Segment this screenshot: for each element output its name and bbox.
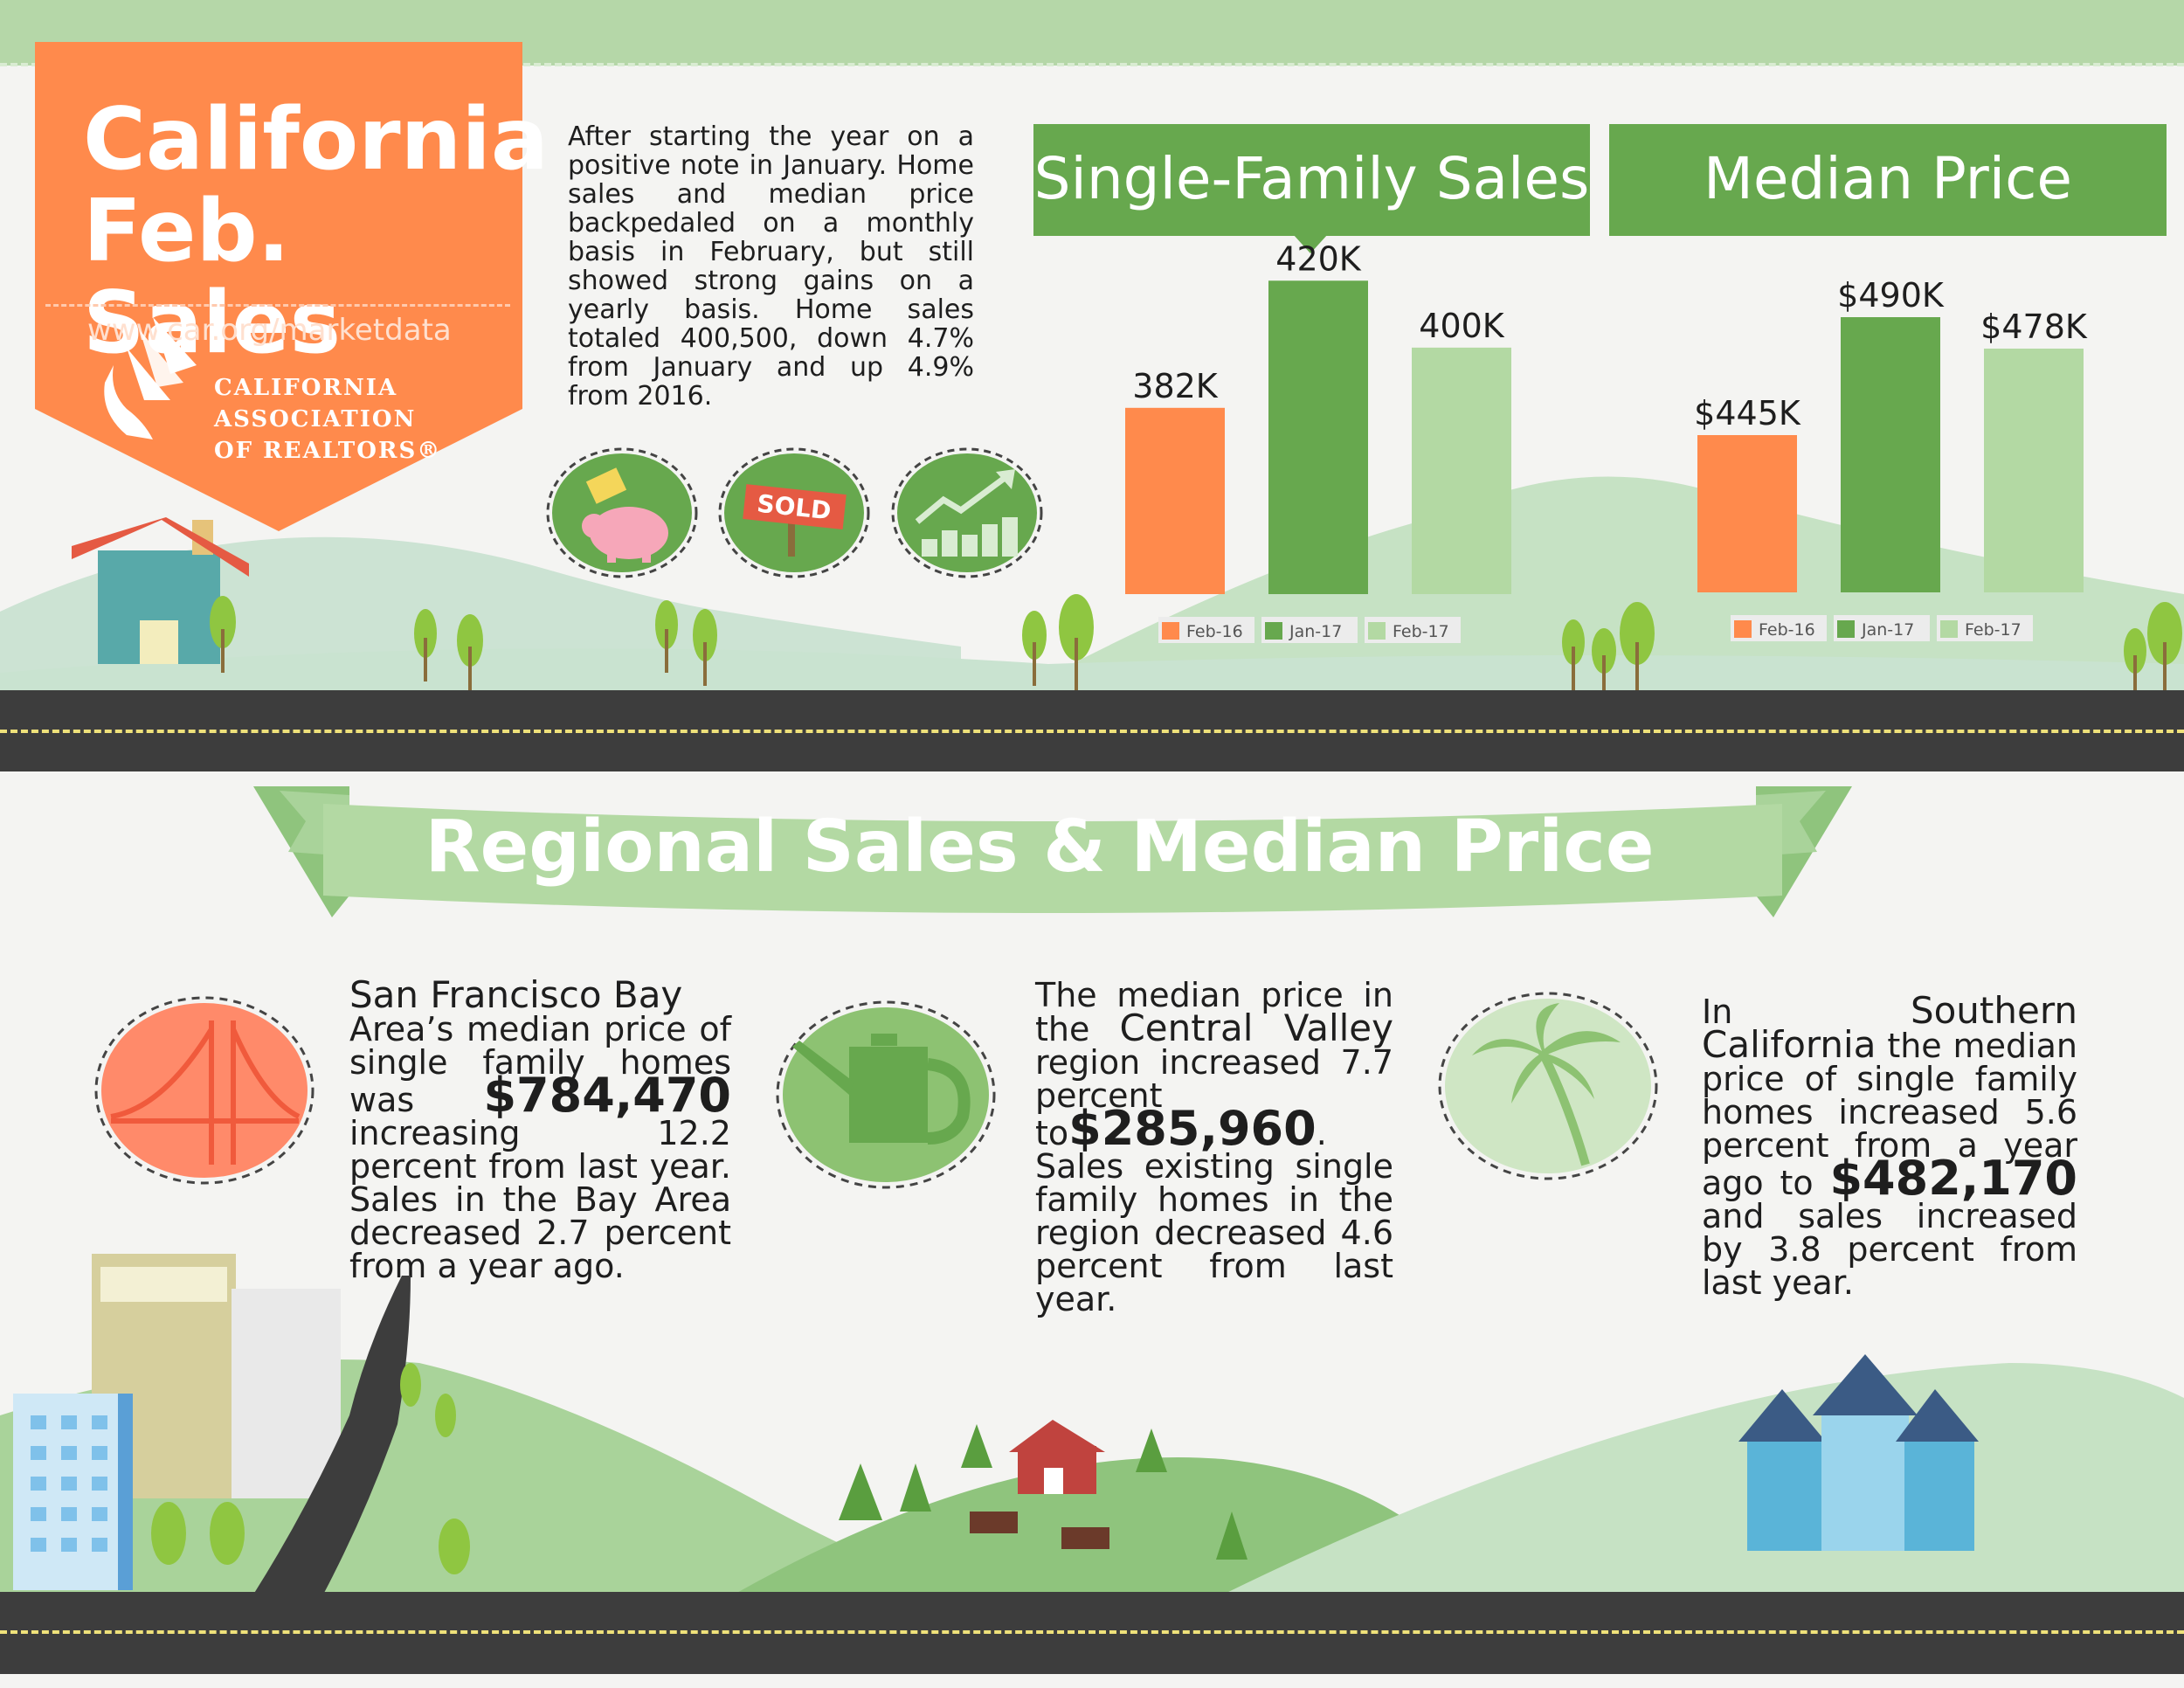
- price-legend-label-0: Feb-16: [1759, 620, 1815, 640]
- sales-legend-label-0: Feb-16: [1186, 622, 1243, 641]
- sales-bar-jan-17: [1268, 280, 1368, 594]
- regional-ribbon: [253, 786, 1852, 917]
- road-bottom-lane: [0, 1630, 2184, 1634]
- price-bar-jan-17: [1841, 317, 1940, 592]
- median-price-bar-chart: $445K $490K $478K Feb-16 Jan-17 Feb-17: [1694, 276, 2088, 641]
- title-pointer: [1293, 234, 1328, 253]
- sales-label-jan-17: 420K: [1275, 239, 1362, 278]
- sales-bar-chart: 382K 420K 400K Feb-16 Jan-17 Feb-17: [1125, 239, 1511, 643]
- city-buildings-icon: [13, 1254, 341, 1590]
- cows-icon: [970, 1512, 1109, 1549]
- banner-title-line1: California: [83, 90, 549, 190]
- region-sf-text: San Francisco Bay Area’s median price of…: [349, 973, 731, 1285]
- sales-legend-swatch-2: [1368, 622, 1386, 640]
- sales-bar-feb-17: [1412, 347, 1511, 594]
- price-legend-label-2: Feb-17: [1965, 620, 2022, 640]
- road-top-lane: [0, 730, 2184, 733]
- region-sf-price: $784,470: [483, 1068, 731, 1123]
- winding-road-icon: [253, 1276, 411, 1595]
- chart-title-sales: Single-Family Sales: [1033, 124, 1590, 236]
- region-sc-name: Southern California: [1702, 989, 2077, 1066]
- chart-title-median: Median Price: [1609, 124, 2167, 236]
- sales-label-feb-16: 382K: [1132, 367, 1219, 405]
- watering-can-icon: [776, 1000, 996, 1189]
- region-cv-price: $285,960: [1068, 1101, 1317, 1156]
- piggy-bank-icon: [546, 447, 698, 578]
- price-label-feb-17: $478K: [1980, 308, 2088, 346]
- price-legend-swatch-1: [1837, 620, 1855, 638]
- region-cv-name: Central Valley: [1119, 1007, 1393, 1049]
- farm-barn-icon: [1009, 1420, 1105, 1494]
- price-bar-feb-17: [1984, 349, 2084, 592]
- top-landscape: [0, 476, 2184, 699]
- blue-houses-icon: [1738, 1354, 1979, 1551]
- sales-legend-label-2: Feb-17: [1393, 622, 1449, 641]
- sales-bar-feb-16: [1125, 407, 1225, 594]
- sold-sign-icon: SOLD: [718, 447, 870, 578]
- growth-chart-icon: [891, 447, 1043, 578]
- price-legend-label-1: Jan-17: [1861, 620, 1914, 640]
- region-sc-text: In Southern California the median price …: [1702, 989, 2077, 1302]
- trees: [210, 594, 2182, 695]
- car-logo-icon: [104, 317, 197, 439]
- banner-divider: [45, 304, 510, 307]
- top-dashed-line: [0, 63, 2184, 66]
- banner-title-line2: Feb. Sales: [83, 182, 342, 373]
- title-banner: California Feb. Sales www.car.org/market…: [35, 42, 549, 531]
- intro-paragraph: After starting the year on a positive no…: [568, 121, 974, 412]
- regional-title: Regional Sales & Median Price: [425, 806, 1655, 889]
- price-legend-swatch-2: [1940, 620, 1958, 638]
- price-legend-swatch-0: [1734, 620, 1752, 638]
- golden-gate-bridge-icon: [94, 996, 314, 1185]
- region-sf-name: San Francisco Bay: [349, 973, 683, 1016]
- price-bar-feb-16: [1697, 435, 1797, 592]
- price-label-jan-17: $490K: [1837, 276, 1945, 315]
- sales-legend-label-1: Jan-17: [1289, 622, 1342, 641]
- sales-legend-swatch-1: [1265, 622, 1282, 640]
- palm-tree-icon: [1438, 992, 1658, 1180]
- region-cv-text: The median price in the Central Valley r…: [1035, 976, 1393, 1318]
- region-sc-price: $482,170: [1829, 1151, 2077, 1206]
- price-label-feb-16: $445K: [1694, 394, 1801, 432]
- sales-legend-swatch-0: [1162, 622, 1179, 640]
- car-org-name: CALIFORNIA ASSOCIATION OF REALTORS®: [214, 375, 442, 464]
- house-icon: [72, 517, 249, 664]
- bottom-landscape: [0, 1254, 2184, 1595]
- sales-label-feb-17: 400K: [1419, 307, 1505, 345]
